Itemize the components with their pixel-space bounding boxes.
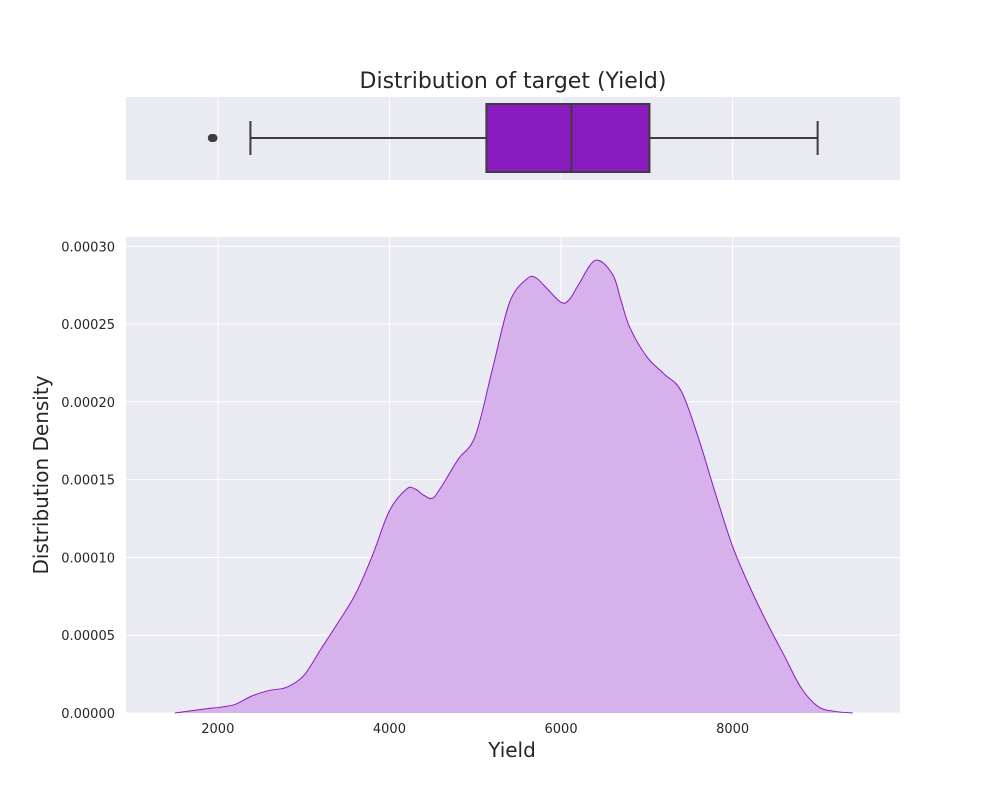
kde-panel: 2000 4000 6000 8000 0.00000 0.00005 0.00010 0.0… xyxy=(29,237,900,762)
kde-density-area xyxy=(174,260,853,713)
x-tick-label: 2000 xyxy=(201,722,234,737)
y-tick-label: 0.00010 xyxy=(61,551,115,566)
y-tick-label: 0.00005 xyxy=(61,629,115,644)
y-tick-label: 0.00030 xyxy=(61,240,115,255)
y-tick-label: 0.00020 xyxy=(61,396,115,411)
iqr-box xyxy=(485,103,651,173)
boxplot-panel: Distribution of target (Yield) xyxy=(126,69,900,180)
y-axis-label: Distribution Density xyxy=(29,375,53,574)
boxplot-marks xyxy=(207,103,819,173)
y-tick-label: 0.00025 xyxy=(61,318,115,333)
y-tick-label: 0.00000 xyxy=(61,707,115,722)
chart-title: Distribution of target (Yield) xyxy=(360,69,667,94)
x-tick-label: 6000 xyxy=(545,722,578,737)
x-axis-label: Yield xyxy=(487,738,536,762)
y-tick-label: 0.00015 xyxy=(61,474,115,489)
outlier-point xyxy=(209,134,218,142)
x-tick-label: 4000 xyxy=(373,722,406,737)
kde-density-line xyxy=(174,259,853,714)
x-tick-label: 8000 xyxy=(716,722,749,737)
kde-tick-labels: 2000 4000 6000 8000 0.00000 0.00005 0.00010 0.0… xyxy=(61,240,749,737)
